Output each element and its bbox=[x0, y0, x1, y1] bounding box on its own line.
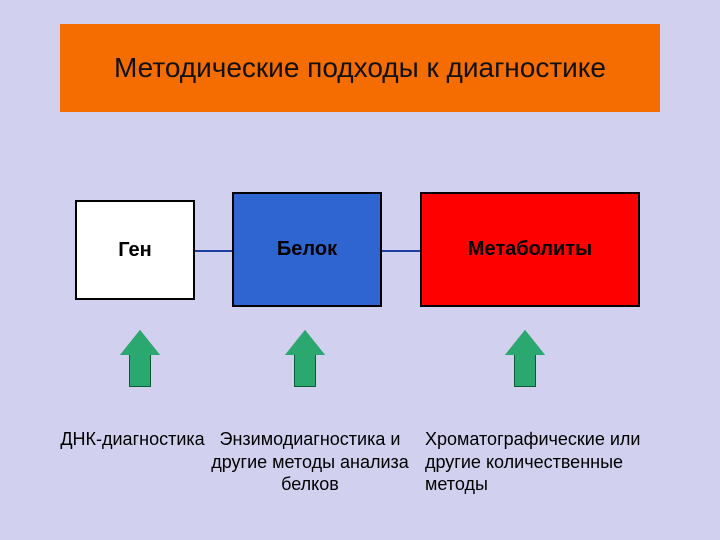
up-arrow-protein-shaft bbox=[294, 355, 316, 387]
diagram-canvas: Методические подходы к диагностике Ген Бе… bbox=[0, 0, 720, 540]
box-metabolites: Метаболиты bbox=[420, 192, 640, 307]
up-arrow-metabolites-head bbox=[505, 330, 545, 355]
box-gene-label: Ген bbox=[118, 239, 152, 262]
caption-gene: ДНК-диагностика bbox=[45, 428, 220, 451]
up-arrow-protein bbox=[285, 330, 325, 387]
up-arrow-gene bbox=[120, 330, 160, 387]
up-arrow-gene-head bbox=[120, 330, 160, 355]
up-arrow-metabolites bbox=[505, 330, 545, 387]
box-gene: Ген bbox=[75, 200, 195, 300]
up-arrow-protein-head bbox=[285, 330, 325, 355]
box-protein-label: Белок bbox=[277, 238, 337, 261]
up-arrow-gene-shaft bbox=[129, 355, 151, 387]
title-bar: Методические подходы к диагностике bbox=[60, 24, 660, 112]
connector-gene-protein bbox=[195, 250, 232, 252]
title-text: Методические подходы к диагностике bbox=[114, 51, 606, 85]
up-arrow-metabolites-shaft bbox=[514, 355, 536, 387]
connector-protein-metabolites bbox=[382, 250, 420, 252]
box-metabolites-label: Метаболиты bbox=[468, 238, 592, 261]
box-protein: Белок bbox=[232, 192, 382, 307]
caption-protein: Энзимодиагностика и другие методы анализ… bbox=[210, 428, 410, 496]
caption-metabolites: Хроматографические или другие количестве… bbox=[425, 428, 665, 496]
